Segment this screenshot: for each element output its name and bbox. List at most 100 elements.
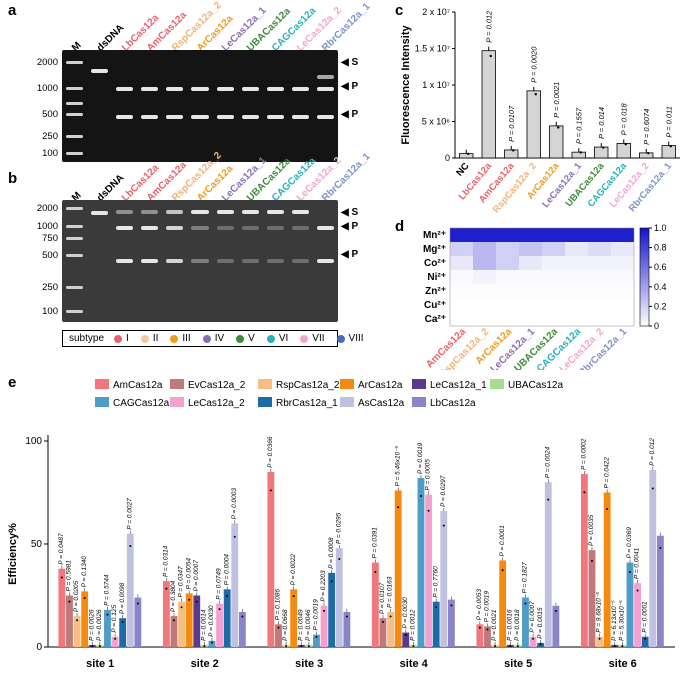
e-pvalue: P = 0.5744	[104, 574, 111, 606]
e-pvalue: P = 0.0297	[440, 475, 447, 507]
gel-a-arrow-p2: ◀ P	[341, 109, 359, 120]
c-data-point	[557, 126, 560, 129]
e-data-point	[598, 637, 601, 640]
e-x-tick-label: site 2	[191, 658, 219, 670]
c-bar	[481, 50, 496, 159]
gel-b-product-band	[291, 258, 309, 263]
d-cell	[542, 228, 565, 242]
panel-letter-a: a	[8, 2, 17, 19]
d-row-label: Mg²⁺	[423, 244, 446, 255]
e-x-tick-label: site 4	[400, 658, 429, 670]
gelB-ladder-band	[66, 285, 84, 289]
e-data-point	[374, 570, 377, 573]
e-data-point	[277, 626, 280, 629]
gel-b-product-band	[266, 225, 284, 230]
d-cell	[542, 298, 565, 312]
e-legend-swatch	[412, 397, 426, 407]
e-legend-label: LbCas12a	[430, 398, 476, 409]
d-cell	[496, 242, 519, 256]
e-bar	[320, 605, 328, 647]
d-cell	[565, 242, 588, 256]
d-cell	[588, 242, 611, 256]
e-data-point	[195, 600, 198, 603]
d-cell	[473, 256, 496, 270]
d-cell	[611, 298, 634, 312]
gel-a-product-band	[141, 114, 159, 119]
e-legend-swatch	[170, 379, 184, 389]
d-cell	[496, 256, 519, 270]
e-bar	[649, 469, 657, 647]
e-y-axis-label: Efficiency%	[7, 523, 19, 585]
d-row-label: Ni²⁺	[427, 272, 446, 283]
d-cell	[496, 284, 519, 298]
e-data-point	[412, 645, 415, 648]
e-pvalue: P = 0.0019	[417, 442, 424, 474]
d-cell	[565, 312, 588, 326]
gel-b-product-band	[191, 225, 209, 230]
subtype-label: IV	[214, 333, 225, 344]
e-legend-label: RbrCas12a_1	[276, 398, 338, 409]
d-colorbar-tick-label: 0	[654, 321, 659, 331]
e-data-point	[106, 613, 109, 616]
d-cell	[519, 270, 542, 284]
gel-a-product-band	[291, 114, 309, 119]
gelA-ladder-band	[66, 135, 84, 139]
gelB-ladder-label: 500	[42, 250, 58, 262]
e-data-point	[509, 645, 512, 648]
e-data-point	[583, 491, 586, 494]
d-colorbar-tick-label: 0.8	[654, 243, 667, 253]
gel-b-product-band	[216, 258, 234, 263]
c-pvalue: P = 0.012	[485, 10, 494, 43]
e-data-point	[60, 576, 63, 579]
e-pvalue: P = 0.0003	[231, 488, 238, 520]
e-data-point	[338, 558, 341, 561]
e-pvalue: P = 0.2203	[320, 570, 327, 602]
gel-a-product-band	[141, 86, 159, 91]
d-frame	[449, 227, 635, 327]
d-row-label: Zn²⁺	[425, 286, 446, 297]
e-pvalue: P = 0.0668	[282, 609, 289, 641]
d-colorbar-tick-label: 0.4	[654, 282, 667, 292]
gel-b-image	[62, 200, 338, 322]
e-data-point	[554, 609, 557, 612]
e-pvalue: P = 0.0347	[178, 566, 185, 598]
gel-a-arrow-s: ◀ S	[341, 57, 359, 68]
e-legend-swatch	[412, 379, 426, 389]
c-x-tick-label: NC	[454, 161, 471, 179]
gel-b-substrate-band	[291, 209, 309, 214]
e-pvalue: P = 0.0041	[634, 547, 641, 579]
e-data-point	[172, 619, 175, 622]
gel-b-substrate-band	[241, 209, 259, 214]
gelA-ladder-band	[66, 152, 84, 156]
gelB-ladder-label: 1000	[36, 220, 58, 232]
subtype-legend: subtype I II III IV V VI VII VIII	[62, 330, 364, 347]
c-data-point	[647, 151, 650, 155]
e-legend-label: RspCas12a_2	[276, 380, 340, 391]
subtype-legend-item: VI	[266, 333, 288, 344]
e-bar	[335, 548, 343, 647]
e-pvalue: P = 5.30x10⁻⁵	[619, 600, 626, 641]
c-y-tick-label: 2 x 10⁷	[422, 7, 450, 17]
d-cell	[450, 228, 473, 242]
e-bar	[162, 581, 170, 647]
e-bar	[387, 611, 394, 647]
e-bar	[626, 562, 634, 647]
e-pvalue: P = 0.0026	[96, 609, 103, 641]
e-data-point	[285, 645, 288, 648]
d-cell	[473, 242, 496, 256]
c-bar	[549, 125, 564, 159]
gel-b-arrow-s-label: S	[351, 207, 359, 218]
d-cell	[450, 242, 473, 256]
c-pvalue: P = 0.0021	[552, 82, 561, 118]
subtype-label: VIII	[348, 333, 364, 344]
e-legend-label: LeCas12a_2	[188, 398, 245, 409]
e-data-point	[450, 604, 453, 607]
e-data-point	[300, 645, 303, 648]
c-pvalue: P = 0.018	[620, 103, 629, 136]
e-legend-swatch	[95, 379, 109, 389]
panel-letter-e: e	[8, 374, 17, 391]
e-bar	[634, 583, 641, 647]
d-cell	[611, 312, 634, 326]
e-data-point	[606, 507, 609, 510]
e-pvalue: P = 0.0007	[193, 560, 200, 592]
